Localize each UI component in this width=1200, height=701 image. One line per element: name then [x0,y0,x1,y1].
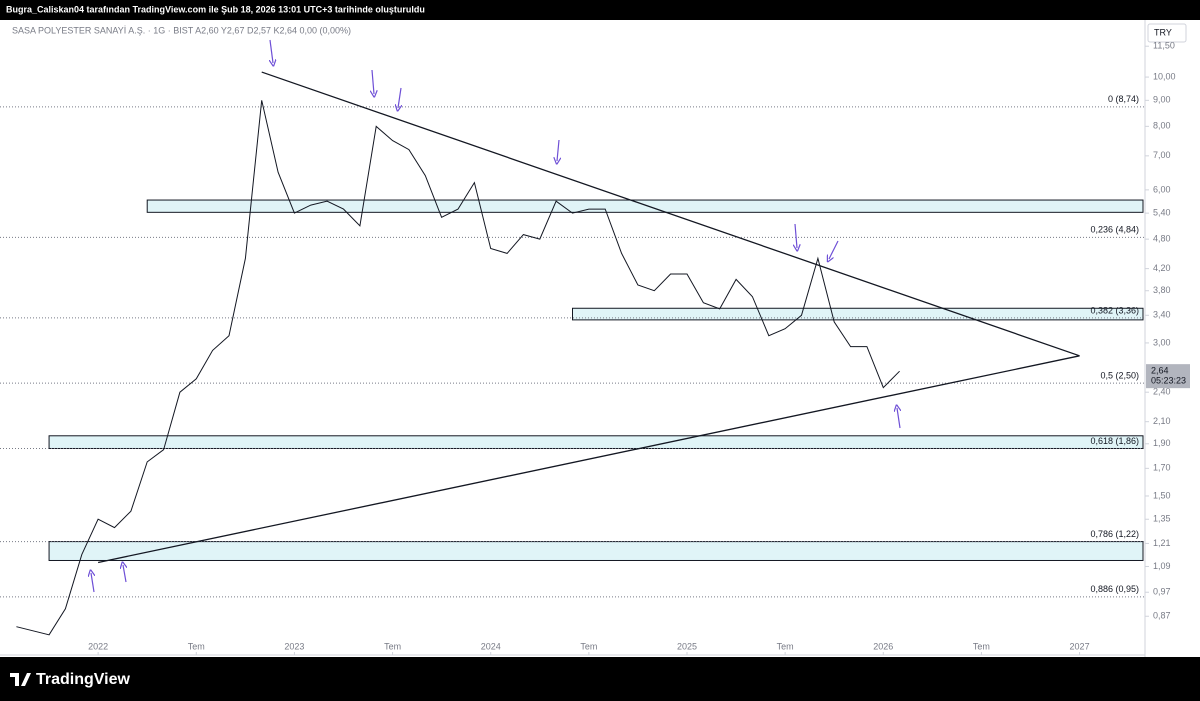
x-tick-label: 2025 [677,641,697,651]
y-tick-label: 2,10 [1153,416,1171,426]
y-tick-label: 10,00 [1153,71,1176,81]
fib-label: 0,786 (1,22) [1090,529,1139,539]
fib-label: 0,618 (1,86) [1090,436,1139,446]
x-tick-label: Tem [777,641,794,651]
x-tick-label: Tem [384,641,401,651]
x-tick-label: 2022 [88,641,108,651]
y-tick-label: 4,20 [1153,263,1171,273]
trendline [261,71,1080,357]
price-line [16,100,900,636]
x-tick-label: 2027 [1070,641,1090,651]
zone [146,199,1144,213]
y-tick-label: 1,90 [1153,438,1171,448]
y-tick-label: 11,50 [1153,41,1175,51]
header: Bugra_Caliskan04 tarafından TradingView.… [6,4,425,14]
y-tick-label: 0,97 [1153,587,1171,597]
y-tick-label: 4,80 [1153,234,1171,244]
y-tick-label: 7,00 [1153,150,1171,160]
y-tick-label: 1,50 [1153,490,1171,500]
currency-box [1147,23,1187,43]
y-tick-label: 9,00 [1153,95,1171,105]
x-tick-label: 2023 [284,641,304,651]
zone [48,435,1144,449]
trendline [98,355,1080,564]
y-tick-label: 8,00 [1153,121,1171,131]
x-tick-label: 2026 [873,641,893,651]
currency: TRY [1154,27,1172,37]
chart-area [0,20,1200,657]
zone [572,307,1144,321]
y-tick-label: 0,87 [1153,611,1171,621]
x-tick-label: Tem [580,641,597,651]
y-tick-label: 3,00 [1153,337,1171,347]
y-tick-label: 1,09 [1153,561,1171,571]
y-tick-label: 5,40 [1153,208,1171,218]
logo [10,673,31,686]
plot: 11,50 10,00 9,00 8,00 7,00 6,00 5,40 4,80 4,20 3,… [0,41,1190,655]
fib-label: 0 (8,74) [1108,94,1139,104]
fib-label: 0,382 (3,36) [1090,305,1139,315]
footer-bar [0,657,1200,701]
annotation-arrows [91,39,900,593]
y-tick-label: 3,40 [1153,310,1171,320]
x-tick-label: 2024 [481,641,501,651]
fib-label: 0,236 (4,84) [1090,225,1139,235]
symbol-info: SASA POLYESTER SANAYİ A.Ş. · 1G · BIST A… [12,25,351,35]
fib-label: 0,886 (0,95) [1090,584,1139,594]
footer-brand: TradingView [36,671,131,688]
x-tick-label: Tem [973,641,990,651]
x-tick-label: Tem [188,641,205,651]
header-bar [0,0,1200,20]
y-tick-label: 6,00 [1153,184,1171,194]
y-tick-label: 1,21 [1153,538,1171,548]
y-tick-label: 1,70 [1153,463,1171,473]
y-tick-label: 3,80 [1153,285,1171,295]
countdown: 05:23:23 [1151,376,1186,386]
zone [48,541,1144,561]
last-price-box [1146,364,1190,389]
y-tick-label: 1,35 [1153,514,1171,524]
last-price: 2,64 [1151,366,1169,376]
fib-label: 0,5 (2,50) [1100,371,1139,381]
y-tick-label: 2,40 [1153,387,1171,397]
